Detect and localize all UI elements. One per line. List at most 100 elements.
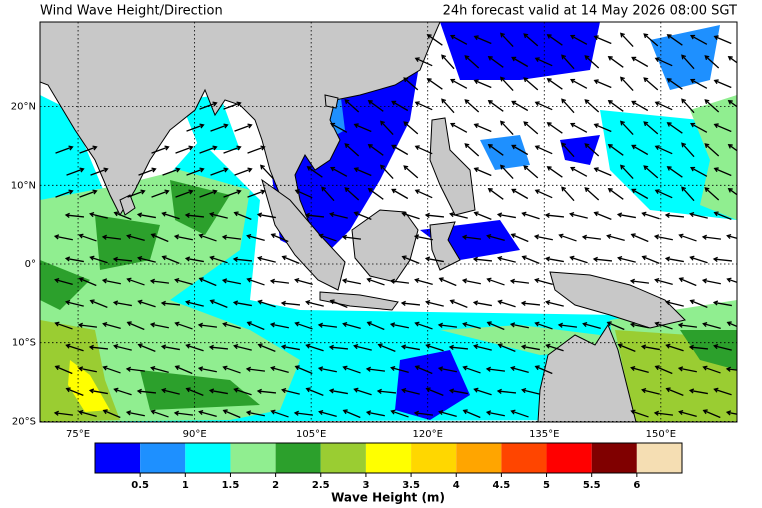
wind-arrow: [149, 278, 170, 284]
wind-arrow: [102, 409, 121, 419]
wind-arrow: [558, 233, 577, 242]
wind-arrow: [391, 188, 409, 200]
colorbar-label: 4: [453, 480, 460, 491]
wind-arrow: [437, 322, 458, 328]
wind-arrow: [138, 167, 157, 176]
wind-arrow: [185, 387, 204, 396]
wind-arrow: [712, 300, 732, 307]
wind-arrow: [221, 278, 241, 285]
wind-arrow: [367, 143, 384, 156]
wind-arrow: [485, 366, 506, 372]
wind-arrow: [256, 388, 277, 394]
wind-arrow: [413, 410, 434, 416]
wind-arrow: [472, 300, 492, 307]
wind-arrow: [449, 212, 468, 219]
map-subtitle: 24h forecast valid at 14 May 2026 08:00 …: [443, 4, 737, 19]
wind-arrow: [414, 145, 433, 155]
wind-arrow: [497, 343, 516, 352]
wind-arrow: [688, 344, 709, 350]
wind-arrow: [593, 79, 612, 89]
wind-arrow: [641, 255, 660, 264]
map-frame: [39, 21, 738, 423]
wind-arrow: [690, 166, 708, 177]
color-swatch: [546, 443, 592, 473]
wind-arrow: [233, 344, 252, 351]
wind-arrow: [726, 277, 737, 284]
wind-arrow: [606, 321, 625, 331]
wind-arrow: [414, 189, 433, 199]
wind-arrow: [221, 234, 242, 240]
wind-arrow: [380, 120, 394, 136]
wind-arrow: [209, 255, 228, 264]
wind-arrow: [184, 256, 204, 263]
lon-tick-label: 120°E: [413, 429, 443, 440]
wind-arrow: [464, 99, 480, 113]
wind-arrow: [523, 33, 539, 47]
wind-arrow: [464, 55, 480, 69]
wind-arrow: [511, 144, 529, 156]
wind-arrow: [620, 120, 634, 136]
wind-arrow: [414, 277, 433, 285]
wind-arrow: [344, 99, 360, 113]
wind-arrow: [232, 300, 252, 307]
wind-arrow: [197, 366, 217, 373]
wind-arrow: [305, 300, 324, 307]
color-swatch: [501, 443, 547, 473]
wind-arrow: [223, 101, 242, 110]
wind-arrow: [126, 321, 145, 331]
wind-arrow: [149, 322, 169, 329]
wind-arrow: [701, 278, 721, 285]
wind-arrow: [380, 164, 394, 180]
wind-arrow: [233, 211, 252, 220]
wind-arrow: [366, 321, 385, 331]
wind-arrow: [160, 344, 180, 351]
wind-arrow: [270, 365, 289, 373]
wind-arrow: [317, 366, 337, 373]
wind-arrow: [65, 387, 84, 396]
wind-arrow: [257, 256, 276, 263]
wind-arrow: [55, 189, 74, 198]
color-swatch: [320, 443, 366, 473]
wind-arrow: [186, 167, 205, 176]
wind-arrow: [569, 255, 588, 264]
wind-arrow: [544, 256, 564, 263]
wind-arrow: [209, 212, 228, 219]
color-swatch: [185, 443, 231, 473]
wind-arrow: [584, 187, 600, 201]
wind-arrow: [726, 233, 737, 240]
wind-arrow: [78, 233, 97, 242]
wind-arrow: [654, 145, 673, 155]
wind-arrow: [233, 387, 252, 396]
wind-arrow: [367, 187, 384, 200]
wind-arrow: [704, 187, 720, 201]
wind-arrow: [89, 255, 108, 264]
wind-arrow: [198, 233, 217, 242]
wind-arrow: [342, 409, 361, 419]
wind-arrow: [654, 189, 673, 199]
wind-arrow: [438, 277, 457, 287]
wind-arrow: [487, 187, 504, 200]
lat-tick-label: 20°N: [11, 102, 36, 113]
wind-arrow: [520, 344, 540, 351]
wind-arrow: [713, 123, 732, 133]
wind-arrow: [223, 145, 242, 154]
wind-arrow: [606, 233, 625, 241]
wind-arrow: [665, 343, 684, 352]
wind-arrow: [136, 212, 156, 219]
wind-arrow: [161, 255, 180, 264]
wind-arrow: [342, 365, 361, 374]
wind-arrow: [256, 212, 276, 219]
wind-arrow: [665, 387, 684, 396]
wind-arrow: [425, 343, 444, 352]
colorbar-label: 4.5: [493, 480, 511, 491]
wind-arrow: [630, 233, 649, 243]
wind-arrow: [654, 365, 673, 375]
wind-arrow: [222, 365, 241, 374]
wind-arrow: [208, 344, 229, 350]
wind-arrow: [511, 188, 529, 200]
wind-arrow: [545, 343, 564, 352]
wind-arrow: [125, 366, 146, 372]
wind-arrow: [246, 277, 265, 286]
wind-arrow: [400, 300, 421, 306]
wind-arrow: [184, 212, 205, 218]
